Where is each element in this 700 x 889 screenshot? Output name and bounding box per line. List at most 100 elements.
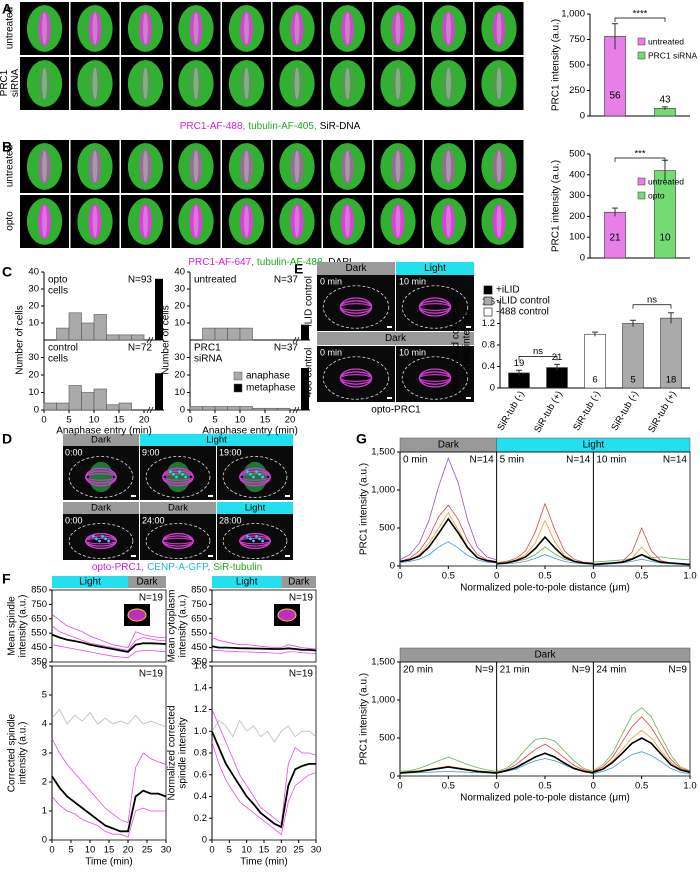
x-axis-label: Normalized pole-to-pole distance (μm) <box>460 583 630 594</box>
y-tick-label: 400 <box>569 169 585 180</box>
x-tick-label: 0.5 <box>538 571 551 582</box>
tubulin <box>77 60 113 107</box>
y-axis-label: Normalized corrected <box>451 297 462 392</box>
legend-label: untreated <box>648 36 684 46</box>
x-tick-label: 10 <box>241 845 252 856</box>
y-tick-label: 500 <box>569 149 585 160</box>
micrograph <box>317 275 395 331</box>
y-tick-label: 0.2 <box>194 813 207 824</box>
dna <box>446 67 451 100</box>
micrograph <box>396 275 474 331</box>
prc1 <box>139 11 152 46</box>
panel-label: A <box>2 1 12 17</box>
y-tick-label: 750 <box>31 599 47 610</box>
y-tick-label: 30 <box>174 284 185 295</box>
y-axis-label: intensity (a.u.) <box>18 722 29 785</box>
cell-outline <box>68 456 134 498</box>
x-tick-label: 25 <box>142 845 153 856</box>
kinetochore <box>169 470 172 473</box>
prc1 <box>341 66 354 101</box>
y-tick-label: 10 <box>174 387 185 398</box>
prc1 <box>88 11 102 46</box>
trace <box>593 729 691 773</box>
axis-break <box>146 336 154 344</box>
kinetochore <box>184 475 188 479</box>
n-label: N=9 <box>668 665 687 676</box>
y-tick-label: 0 <box>34 405 39 416</box>
legend-swatch <box>637 191 646 200</box>
trace <box>399 770 497 775</box>
prc1 <box>239 533 271 549</box>
cell-outline <box>68 523 134 559</box>
bar <box>43 402 57 411</box>
count-label: 21 <box>609 233 621 244</box>
bar <box>93 388 107 411</box>
x-tick-label: 0 <box>41 415 46 426</box>
y-tick-label: 20 <box>28 370 39 381</box>
x-tick-label: 0.5 <box>538 781 551 792</box>
y-tick-label: 250 <box>569 85 585 96</box>
group-label: PRC1 <box>194 343 221 354</box>
trace <box>51 738 167 824</box>
tubulin <box>88 461 114 493</box>
x-tick-label: 0 <box>49 845 54 856</box>
prc1 <box>38 11 51 46</box>
trace <box>496 743 594 773</box>
bar <box>56 402 70 411</box>
kinetochore <box>258 537 261 541</box>
y-tick-label: 1,000 <box>371 485 395 496</box>
row-label: -iLID control <box>304 276 315 330</box>
dna <box>496 12 502 45</box>
y-tick-label: 450 <box>31 642 47 653</box>
bar <box>106 404 120 411</box>
bar <box>202 327 216 341</box>
dna <box>193 205 199 238</box>
x-tick-label: 5 <box>68 845 73 856</box>
x-tick-label: SiR-tub (+) <box>646 389 679 435</box>
y-axis-label: spindle intensity <box>178 717 189 788</box>
trace <box>593 554 691 563</box>
phase-label: Dark <box>91 503 111 514</box>
scale-bar <box>466 397 471 399</box>
mean-line <box>496 752 594 774</box>
row-label: -488 control <box>304 348 315 401</box>
dna <box>294 150 300 183</box>
tubulin <box>26 60 63 107</box>
x-tick-label: 0 <box>209 845 214 856</box>
trace <box>496 502 594 564</box>
dna <box>294 67 300 100</box>
bar <box>239 327 253 341</box>
y-tick-label: 5 <box>42 690 47 701</box>
x-axis-label: Anaphase entry (min) <box>202 426 298 437</box>
bar <box>81 392 95 411</box>
dna <box>42 67 47 100</box>
significance-label: ns <box>533 346 543 357</box>
tubulin <box>279 60 315 107</box>
prc1 <box>189 149 203 184</box>
x-tick-label: 0 <box>397 781 402 792</box>
dna <box>294 205 300 238</box>
prc1 <box>139 66 152 101</box>
micrograph <box>396 346 474 402</box>
y-tick-label: 20 <box>174 301 185 312</box>
y-axis-label: spindle intensity <box>462 309 473 380</box>
axis-break <box>146 406 154 414</box>
legend-label: PRC1 siRNA <box>648 50 697 60</box>
phase-label: Dark <box>136 577 158 588</box>
y-tick-label: 1,000 <box>371 695 395 706</box>
legend-label: untreated <box>648 176 684 186</box>
dna <box>193 67 199 100</box>
cell-outline <box>222 523 288 559</box>
y-axis-label: Number of cells <box>15 305 26 374</box>
prc1 <box>139 149 152 184</box>
significance-bracket <box>614 157 666 162</box>
prc1 <box>492 149 506 184</box>
micrograph <box>217 514 293 560</box>
count-label: 6 <box>592 375 597 386</box>
trace <box>593 716 691 772</box>
prc1 <box>339 368 373 388</box>
bar <box>68 385 82 411</box>
y-tick-label: 1.6 <box>194 661 207 672</box>
x-tick-label: 0.5 <box>635 571 648 582</box>
y-axis-label: PRC1 intensity (a.u.) <box>359 463 370 555</box>
